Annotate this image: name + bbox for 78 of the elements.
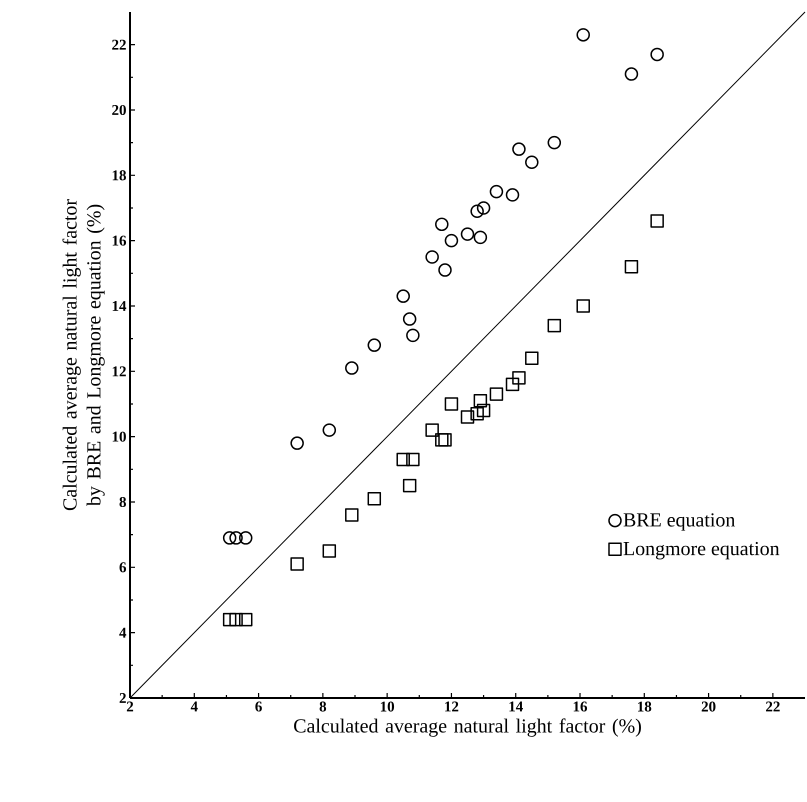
point <box>476 404 490 418</box>
point <box>512 371 526 385</box>
x-tick-label: 2 <box>126 702 134 712</box>
x-tick-label: 4 <box>190 702 198 712</box>
point <box>238 612 252 626</box>
y-tick-label: 2 <box>120 693 126 703</box>
point <box>460 410 474 424</box>
point <box>506 378 520 392</box>
y-tick-label: 12 <box>112 366 126 376</box>
point <box>290 557 304 571</box>
point <box>406 452 420 466</box>
x-tick-label: 8 <box>320 702 326 712</box>
point <box>435 433 449 447</box>
point <box>425 423 439 437</box>
x-tick-label: 16 <box>574 702 588 712</box>
x-tick-label: 18 <box>638 702 652 712</box>
point <box>624 260 638 274</box>
point <box>396 289 410 303</box>
y-tick-label: 16 <box>112 236 126 246</box>
y-tick-label: 18 <box>112 170 126 180</box>
point <box>368 492 382 506</box>
point <box>525 352 539 365</box>
point <box>402 478 416 492</box>
point <box>402 312 416 326</box>
point <box>229 531 243 545</box>
y-tick-label: 22 <box>112 40 126 50</box>
point <box>624 67 638 81</box>
point <box>345 361 359 375</box>
point <box>548 318 562 332</box>
point <box>460 227 474 241</box>
point <box>490 184 504 198</box>
legend-label: BRE equation <box>624 513 736 531</box>
point <box>222 612 236 626</box>
point <box>650 48 664 62</box>
y-axis-title: Calculated average natural light factor by BRE and Longmore equation (%) <box>62 199 105 510</box>
x-tick-label: 20 <box>702 702 716 712</box>
point <box>512 142 526 156</box>
y-tick-label: 14 <box>112 301 126 311</box>
y-tick-label: 4 <box>119 628 126 638</box>
x-tick-label: 6 <box>255 702 262 712</box>
point <box>490 387 504 401</box>
point <box>438 263 452 277</box>
point <box>506 188 520 202</box>
y-tick-label: 6 <box>120 562 126 572</box>
point <box>435 218 449 232</box>
point <box>548 136 562 150</box>
point <box>290 436 304 450</box>
y-tick-label: 10 <box>112 432 126 442</box>
legend-label: Longmore equation <box>624 542 780 560</box>
point <box>444 234 458 248</box>
point <box>576 28 590 42</box>
point <box>322 544 336 558</box>
x-tick-label: 10 <box>380 702 394 712</box>
y-tick-label: 8 <box>120 496 126 508</box>
point <box>650 214 664 228</box>
point <box>406 328 420 342</box>
point <box>474 394 488 408</box>
point <box>238 531 252 545</box>
point <box>322 423 336 437</box>
x-tick-label: 12 <box>445 702 458 712</box>
point <box>576 299 590 313</box>
point <box>444 397 458 411</box>
point <box>222 531 236 545</box>
point <box>368 338 382 352</box>
point <box>438 433 452 447</box>
point <box>525 156 539 169</box>
point <box>474 230 488 244</box>
point <box>470 204 484 218</box>
y-tick-label: 20 <box>112 104 126 116</box>
point <box>396 452 410 466</box>
point <box>470 407 484 421</box>
point <box>425 250 439 264</box>
x-axis-title: Calculated average natural light factor (%) <box>294 718 641 737</box>
x-tick-label: 22 <box>766 702 780 712</box>
point <box>476 201 490 215</box>
x-tick-label: 14 <box>509 702 523 712</box>
point <box>345 508 359 522</box>
point <box>229 612 243 626</box>
